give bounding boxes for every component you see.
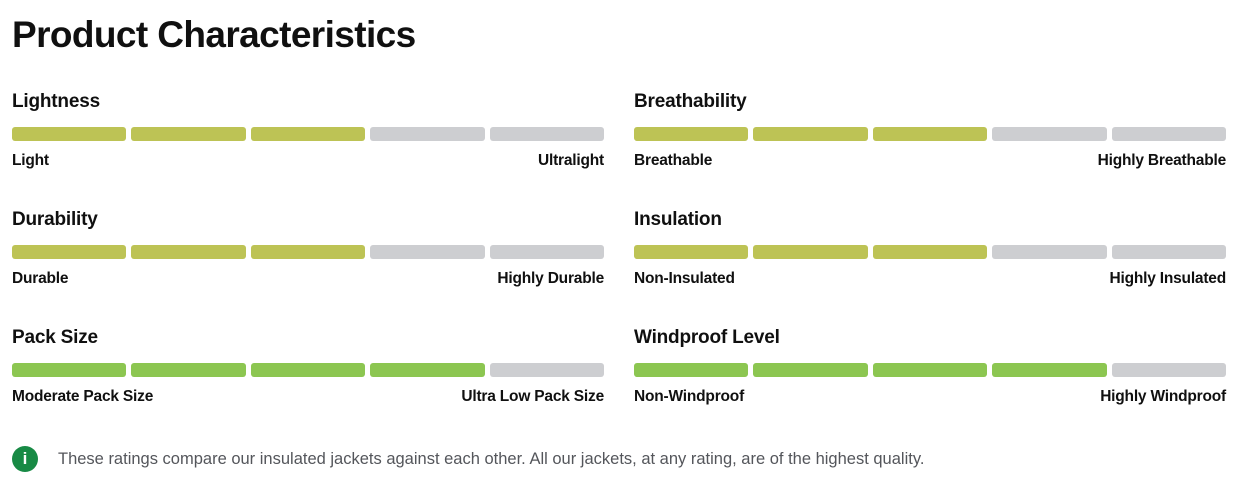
rating-max-label: Highly Durable: [497, 269, 604, 287]
rating-segment-2-filled: [753, 244, 868, 259]
rating-segment-5-empty: [1111, 244, 1227, 259]
rating-segment-4-filled: [992, 362, 1107, 377]
rating-segment-2-filled: [131, 126, 246, 141]
rating-bar-pack-size: [12, 362, 605, 377]
rating-segment-2-filled: [131, 244, 246, 259]
rating-segment-3-filled: [872, 126, 988, 141]
rating-max-label: Highly Insulated: [1109, 269, 1226, 287]
ratings-grid: Lightness Light Ultralight Breathability…: [12, 90, 1226, 406]
rating-segment-1-filled: [634, 126, 749, 141]
rating-max-label: Ultra Low Pack Size: [461, 387, 604, 405]
rating-segment-4-empty: [992, 244, 1107, 259]
rating-bar-durability: [12, 244, 605, 259]
rating-title-windproof-level: Windproof Level: [634, 326, 780, 348]
rating-title-durability: Durability: [12, 208, 98, 230]
rating-segment-1-filled: [634, 244, 749, 259]
rating-scale-labels: Non-Insulated Highly Insulated: [634, 270, 1226, 288]
rating-segment-5-empty: [1111, 126, 1227, 141]
rating-bar-windproof-level: [634, 362, 1227, 377]
rating-segment-1-filled: [634, 362, 749, 377]
rating-segment-5-empty: [489, 244, 605, 259]
rating-segment-1-filled: [12, 362, 127, 377]
rating-segment-4-filled: [370, 362, 485, 377]
rating-lightness: Lightness Light Ultralight: [12, 90, 604, 170]
rating-title-pack-size: Pack Size: [12, 326, 98, 348]
rating-segment-3-filled: [250, 362, 366, 377]
rating-segment-5-empty: [489, 362, 605, 377]
rating-segment-4-empty: [370, 126, 485, 141]
rating-scale-labels: Moderate Pack Size Ultra Low Pack Size: [12, 388, 604, 406]
rating-segment-2-filled: [753, 362, 868, 377]
rating-scale-labels: Light Ultralight: [12, 152, 604, 170]
rating-scale-labels: Breathable Highly Breathable: [634, 152, 1226, 170]
rating-segment-2-filled: [753, 126, 868, 141]
info-icon-glyph: i: [22, 449, 28, 469]
rating-windproof-level: Windproof Level Non-Windproof Highly Win…: [634, 326, 1226, 406]
rating-bar-lightness: [12, 126, 605, 141]
rating-segment-3-filled: [250, 126, 366, 141]
rating-segment-5-empty: [1111, 362, 1227, 377]
rating-min-label: Non-Windproof: [634, 387, 745, 405]
rating-pack-size: Pack Size Moderate Pack Size Ultra Low P…: [12, 326, 604, 406]
rating-title-lightness: Lightness: [12, 90, 100, 112]
rating-segment-5-empty: [489, 126, 605, 141]
rating-bar-insulation: [634, 244, 1227, 259]
rating-scale-labels: Non-Windproof Highly Windproof: [634, 388, 1226, 406]
rating-segment-3-filled: [872, 244, 988, 259]
rating-segment-4-empty: [370, 244, 485, 259]
footnote: i These ratings compare our insulated ja…: [12, 445, 1226, 472]
rating-segment-3-filled: [250, 244, 366, 259]
rating-segment-4-empty: [992, 126, 1107, 141]
rating-scale-labels: Durable Highly Durable: [12, 270, 604, 288]
rating-segment-1-filled: [12, 244, 127, 259]
page-title: Product Characteristics: [12, 14, 416, 55]
info-icon: i: [12, 445, 38, 472]
rating-durability: Durability Durable Highly Durable: [12, 208, 604, 288]
rating-min-label: Light: [12, 151, 49, 169]
rating-min-label: Moderate Pack Size: [12, 387, 154, 405]
rating-max-label: Highly Breathable: [1097, 151, 1227, 169]
rating-title-insulation: Insulation: [634, 208, 722, 230]
rating-segment-1-filled: [12, 126, 127, 141]
rating-segment-2-filled: [131, 362, 246, 377]
rating-title-breathability: Breathability: [634, 90, 747, 112]
rating-segment-3-filled: [872, 362, 988, 377]
rating-bar-breathability: [634, 126, 1227, 141]
rating-insulation: Insulation Non-Insulated Highly Insulate…: [634, 208, 1226, 288]
rating-breathability: Breathability Breathable Highly Breathab…: [634, 90, 1226, 170]
rating-min-label: Non-Insulated: [634, 269, 735, 287]
rating-min-label: Durable: [12, 269, 69, 287]
rating-max-label: Ultralight: [537, 151, 604, 169]
rating-max-label: Highly Windproof: [1100, 387, 1226, 405]
footnote-text: These ratings compare our insulated jack…: [58, 449, 925, 468]
product-characteristics-section: Product Characteristics Lightness Light …: [12, 14, 1226, 472]
rating-min-label: Breathable: [634, 151, 713, 169]
